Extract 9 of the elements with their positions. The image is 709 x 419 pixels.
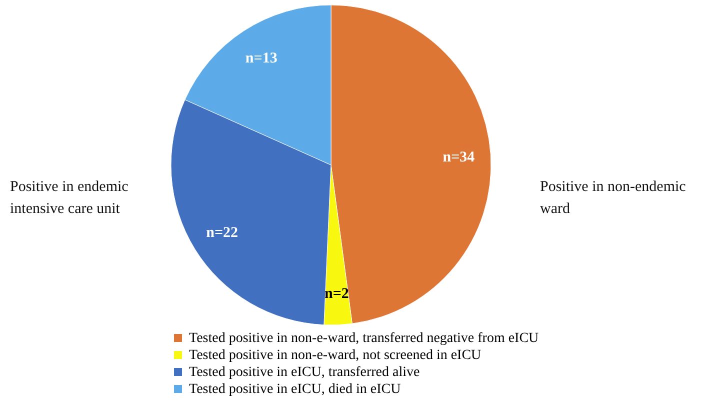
legend-label: Tested positive in eICU, transferred alive: [189, 365, 420, 380]
data-label: n=34: [442, 150, 476, 166]
data-label: n=22: [206, 225, 238, 242]
legend-label: Tested positive in non-e-ward, transferred negative from eICU: [189, 331, 539, 346]
text: Positive in non-endemic ward: [540, 178, 687, 219]
legend-label: Tested positive in non-e-ward, not screened in eICU: [189, 348, 482, 363]
text: Positive in endemic intensive care unit: [10, 178, 130, 219]
data-label: n=13: [245, 50, 278, 67]
legend-label: Tested positive in eICU, died in eICU: [189, 382, 401, 397]
